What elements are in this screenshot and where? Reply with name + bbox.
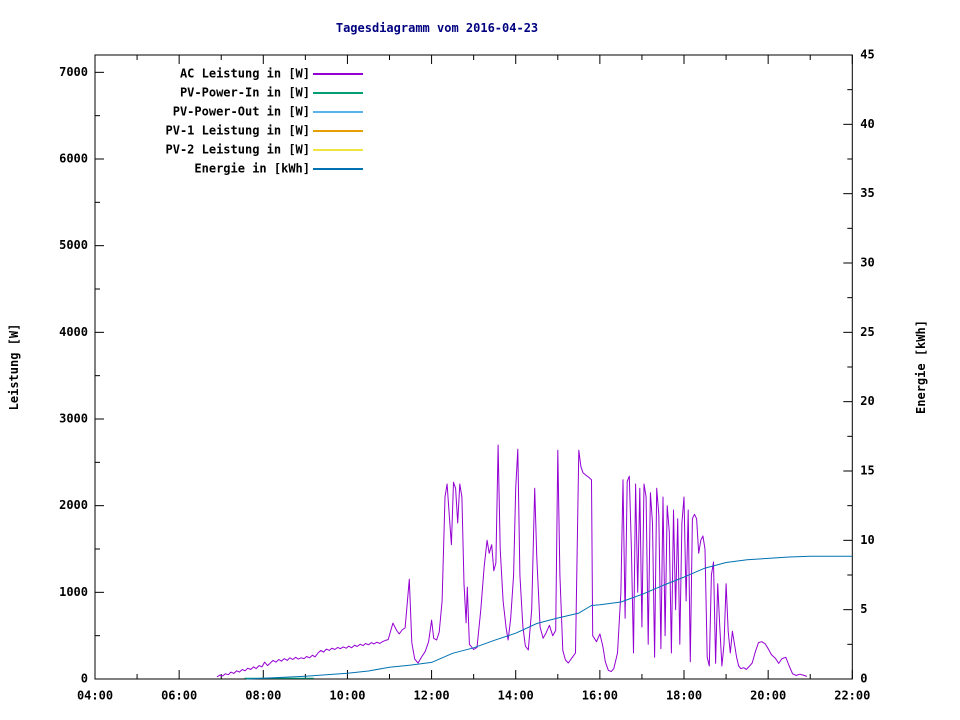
y-axis-tick-label: 3000 xyxy=(59,412,88,426)
x-axis-tick-label: 14:00 xyxy=(498,689,534,703)
x-axis-tick-label: 16:00 xyxy=(582,689,618,703)
y-axis-label-right: Energie [kWh] xyxy=(914,320,928,414)
legend-label-pv2-power: PV-2 Leistung in [W] xyxy=(166,143,311,157)
y-axis-tick-label: 4000 xyxy=(59,325,88,339)
y-axis-tick-label: 0 xyxy=(81,672,88,686)
x-axis-tick-label: 20:00 xyxy=(750,689,786,703)
y2-axis-tick-label: 5 xyxy=(860,602,867,616)
y-axis-tick-label: 7000 xyxy=(59,65,88,79)
legend-label-pv-power-in: PV-Power-In in [W] xyxy=(180,86,310,100)
y-axis-tick-label: 6000 xyxy=(59,152,88,166)
y2-axis-tick-label: 40 xyxy=(860,117,874,131)
series-line-ac-power xyxy=(216,444,808,678)
y2-axis-tick-label: 20 xyxy=(860,394,874,408)
x-axis-tick-label: 06:00 xyxy=(161,689,197,703)
x-axis-tick-label: 18:00 xyxy=(666,689,702,703)
y2-axis-tick-label: 30 xyxy=(860,256,874,270)
y2-axis-tick-label: 35 xyxy=(860,186,874,200)
legend-label-ac-power: AC Leistung in [W] xyxy=(180,67,310,81)
y-axis-tick-label: 1000 xyxy=(59,585,88,599)
y2-axis-tick-label: 45 xyxy=(860,48,874,62)
x-axis-tick-label: 12:00 xyxy=(414,689,450,703)
y-axis-tick-label: 2000 xyxy=(59,498,88,512)
legend-label-pv1-power: PV-1 Leistung in [W] xyxy=(166,124,311,138)
y-axis-label-left: Leistung [W] xyxy=(7,323,21,411)
x-axis-tick-label: 22:00 xyxy=(834,689,870,703)
y2-axis-tick-label: 10 xyxy=(860,533,874,547)
y2-axis-tick-label: 25 xyxy=(860,325,874,339)
chart-title: Tagesdiagramm vom 2016-04-23 xyxy=(335,21,539,35)
series-line-energie xyxy=(246,555,853,680)
x-axis-tick-label: 08:00 xyxy=(245,689,281,703)
y2-axis-tick-label: 0 xyxy=(860,672,867,686)
legend-label-energie: Energie in [kWh] xyxy=(194,162,310,176)
y2-axis-tick-label: 15 xyxy=(860,464,874,478)
y-axis-tick-label: 5000 xyxy=(59,238,88,252)
x-axis-tick-label: 10:00 xyxy=(329,689,365,703)
x-axis-tick-label: 04:00 xyxy=(77,689,113,703)
legend-label-pv-power-out: PV-Power-Out in [W] xyxy=(173,105,310,119)
